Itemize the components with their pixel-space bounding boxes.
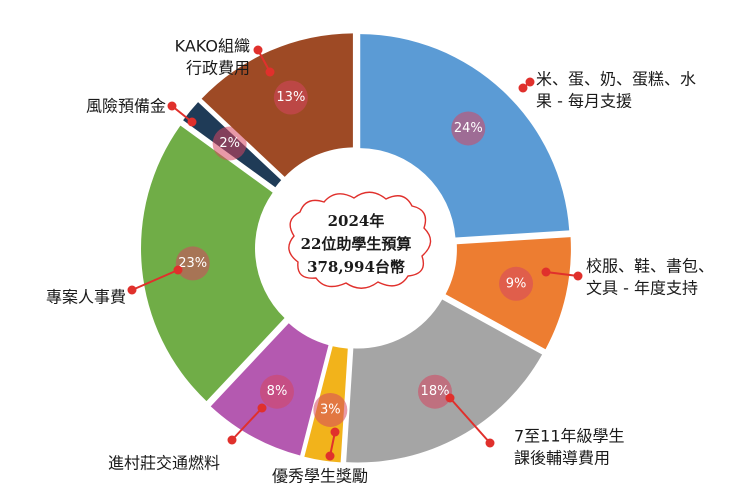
leader-line-1 [545, 271, 579, 277]
leader-dot-0 [518, 83, 528, 93]
category-label-4-0: 進村莊交通燃料 [108, 454, 220, 473]
leader-end-dot-4 [227, 435, 237, 445]
category-label-2-0: 7至11年級學生 [514, 427, 625, 446]
pct-badge-7 [273, 80, 308, 115]
leader-dot-1 [541, 267, 551, 277]
leader-end-dot-1 [573, 271, 583, 281]
category-label-5-0: 專案人事費 [46, 288, 126, 307]
pct-badge-4 [259, 374, 294, 409]
pct-label-2: 18% [421, 384, 450, 399]
pct-label-1: 9% [506, 276, 527, 291]
category-label-3-0: 優秀學生獎勵 [272, 467, 368, 486]
category-label-1-0: 校服、鞋、書包、 [586, 257, 714, 276]
pct-badge-1 [499, 266, 534, 301]
category-label-0-1: 果 - 每月支援 [536, 92, 632, 111]
slice-5 [141, 125, 285, 402]
center-line-2: 22位助學生預算 [301, 235, 412, 253]
leader-line-4 [231, 407, 263, 441]
leader-dot-3 [330, 427, 340, 437]
category-label-2-1: 課後輔導費用 [514, 449, 610, 468]
leader-dot-2 [445, 393, 455, 403]
pct-label-0: 24% [454, 121, 483, 136]
center-line-1: 2024年 [328, 212, 385, 230]
leader-dot-5 [173, 265, 183, 275]
pct-label-5: 23% [178, 256, 207, 271]
leader-end-dot-7 [253, 45, 263, 55]
pct-badge-0 [451, 111, 486, 146]
center-group: 2024年 22位助學生預算 378,994台幣 [288, 191, 432, 289]
leader-line-5 [131, 269, 179, 291]
pct-label-3: 3% [320, 402, 341, 417]
category-label-7-1: 行政費用 [186, 59, 250, 78]
pct-badge-2 [418, 374, 453, 409]
leader-dot-4 [257, 403, 267, 413]
leader-end-dot-2 [485, 438, 495, 448]
pct-badge-3 [313, 392, 348, 427]
category-label-1-1: 文具 - 年度支持 [586, 279, 698, 298]
leader-dot-7 [265, 67, 275, 77]
slices-group: 24% 9% 18% 3% 8% 23% 2% 13% [141, 33, 571, 463]
pct-label-7: 13% [276, 90, 305, 105]
leader-end-dot-6 [167, 101, 177, 111]
pct-badge-6 [212, 126, 247, 161]
leader-end-dot-0 [525, 77, 535, 87]
pct-label-6: 2% [219, 136, 240, 151]
leader-end-dot-3 [325, 451, 335, 461]
pct-label-4: 8% [267, 384, 288, 399]
leaders-group [127, 45, 583, 461]
leader-end-dot-5 [127, 285, 137, 295]
category-label-6-0: 風險預備金 [86, 97, 166, 116]
center-line-3: 378,994台幣 [307, 258, 405, 276]
pct-badge-5 [175, 246, 210, 281]
category-label-7-0: KAKO組織 [175, 37, 250, 56]
leader-dot-6 [187, 117, 197, 127]
center-cloud [288, 191, 432, 289]
category-label-0-0: 米、蛋、奶、蛋糕、水 [536, 70, 696, 89]
leader-line-2 [449, 397, 491, 444]
